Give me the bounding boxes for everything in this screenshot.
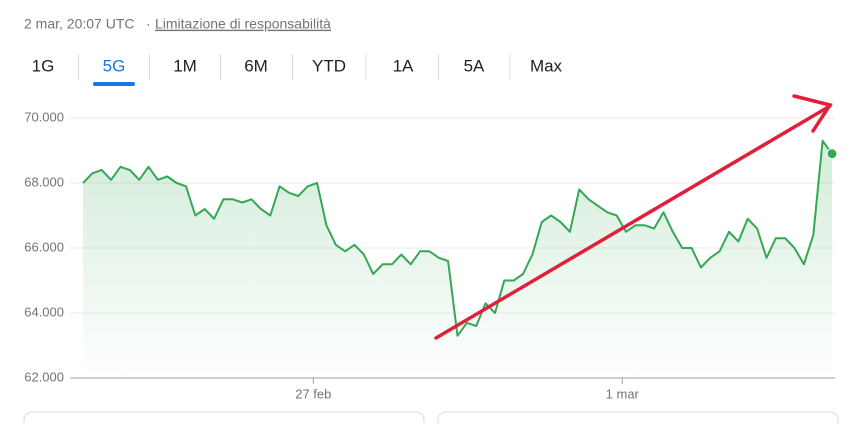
tab[interactable]: 5A — [464, 56, 485, 75]
timestamp: 2 mar, 20:07 UTC — [24, 16, 135, 32]
y-tick-label: 66.000 — [24, 239, 64, 254]
card — [23, 411, 425, 429]
tab-indicator — [93, 82, 135, 86]
tab[interactable]: 1M — [173, 56, 197, 75]
y-tick-label: 68.000 — [24, 174, 64, 189]
last-point — [826, 148, 838, 160]
tab[interactable]: 1G — [32, 56, 55, 75]
y-tick-label: 62.000 — [24, 369, 64, 384]
tab[interactable]: 6M — [244, 56, 268, 75]
x-tick-label: 1 mar — [606, 386, 640, 401]
price-line — [82, 139, 833, 337]
tab[interactable]: 5G — [103, 56, 126, 75]
y-tick-label: 70.000 — [24, 109, 64, 124]
area — [83, 140, 832, 378]
card — [437, 411, 839, 429]
disclaimer-link[interactable]: Limitazione di responsabilità — [155, 16, 331, 32]
y-tick-label: 64.000 — [24, 304, 64, 319]
annotation-arrow — [434, 94, 833, 340]
tab[interactable]: Max — [530, 56, 563, 75]
x-tick-label: 27 feb — [295, 386, 331, 401]
tab[interactable]: YTD — [312, 56, 346, 75]
separator: · — [146, 16, 151, 32]
tab[interactable]: 1A — [393, 56, 414, 75]
